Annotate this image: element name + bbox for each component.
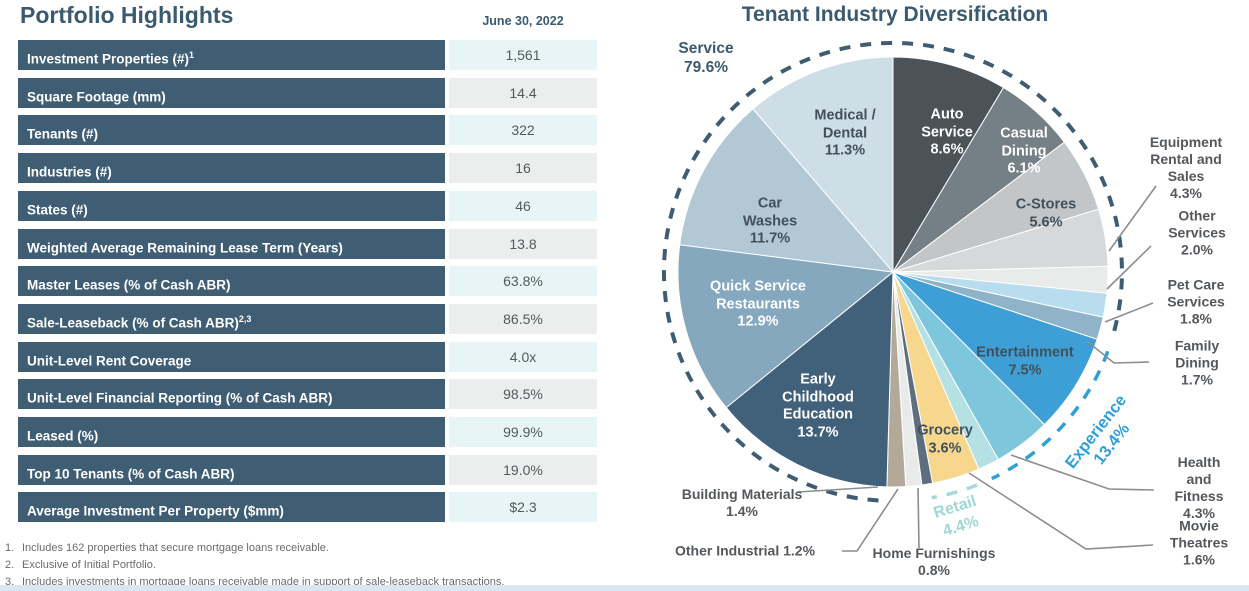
table-row: Leased (%) 99.9%	[18, 417, 598, 447]
tenant-industry-pie-chart	[662, 40, 1157, 552]
row-value: 46	[449, 190, 597, 221]
callout-other-services: Other Services 2.0%	[1168, 207, 1226, 258]
row-value: 19.0%	[449, 454, 597, 485]
row-label: Average Investment Per Property ($mm)	[18, 492, 445, 523]
table-row: Average Investment Per Property ($mm) $2…	[18, 492, 598, 523]
row-label: Unit-Level Rent Coverage	[18, 341, 445, 372]
footnote: 2. Exclusive of Initial Portfolio.	[5, 559, 156, 571]
group-label-service: Service 79.6%	[678, 40, 734, 76]
table-row: States (#) 46	[18, 190, 598, 221]
callout-pet-care-services: Pet Care Services 1.8%	[1167, 276, 1225, 327]
group-arc-retail	[931, 483, 978, 500]
callout-health-and-fitness: Health and Fitness 4.3%	[1174, 453, 1224, 522]
row-label: Tenants (#)	[18, 115, 445, 146]
row-value: 13.8	[449, 228, 597, 259]
as-of-date: June 30, 2022	[482, 14, 564, 28]
pie-slice-car-washes	[679, 108, 895, 273]
row-value: 322	[449, 115, 597, 146]
footnote: 1. Includes 162 properties that secure mo…	[5, 542, 329, 554]
slice-label-entertainment: Entertainment 7.5%	[976, 344, 1074, 378]
leader-home-furnishings	[917, 487, 920, 549]
row-value: 1,561	[449, 40, 597, 70]
row-value: 4.0x	[449, 341, 597, 372]
row-value: 99.9%	[449, 417, 597, 447]
row-value: 86.5%	[449, 303, 597, 334]
group-arc-service	[662, 40, 1124, 503]
slice-label-quick-service-restaurants: Quick Service Restaurants 12.9%	[710, 278, 806, 330]
slice-label-car-washes: Car Washes 11.7%	[742, 195, 798, 247]
table-row: Tenants (#) 322	[18, 115, 598, 146]
slice-label-early-childhood-education: Early Childhood Education 13.7%	[782, 371, 854, 441]
leader-family-dining	[1087, 341, 1150, 364]
pie-slice-quick-service-restaurants	[677, 244, 895, 409]
row-label: Unit-Level Financial Reporting (% of Cas…	[18, 379, 445, 410]
row-label: Industries (#)	[18, 153, 445, 184]
callout-other-industrial: Other Industrial 1.2%	[674, 542, 816, 559]
row-label: Sale-Leaseback (% of Cash ABR)2,3	[18, 303, 445, 334]
leader-building-materials	[797, 486, 879, 493]
slice-label-medical-dental: Medical / Dental 11.3%	[814, 107, 876, 159]
callout-home-furnishings: Home Furnishings 0.8%	[872, 544, 996, 578]
callout-movie-theatres: Movie Theatres 1.6%	[1169, 517, 1229, 568]
row-value: 98.5%	[449, 379, 597, 410]
callout-family-dining: Family Dining 1.7%	[1174, 337, 1220, 388]
page-title: Portfolio Highlights	[20, 2, 234, 28]
row-value: 14.4	[449, 77, 597, 108]
slice-label-grocery: Grocery 3.6%	[917, 422, 973, 456]
leader-other-industrial	[842, 488, 899, 552]
callout-equipment-rental-and-sales: Equipment Rental and Sales 4.3%	[1149, 133, 1223, 202]
row-label: Square Footage (mm)	[18, 77, 445, 108]
table-row: Weighted Average Remaining Lease Term (Y…	[18, 228, 598, 259]
table-row: Master Leases (% of Cash ABR) 63.8%	[18, 266, 598, 297]
pie-slice-medical-dental	[752, 56, 894, 274]
leader-pet-care-services	[1104, 302, 1154, 323]
leader-other-services	[1106, 245, 1152, 290]
table-row: Investment Properties (#)1 1,561	[18, 40, 598, 70]
table-row: Square Footage (mm) 14.4	[18, 77, 598, 108]
table-row: Top 10 Tenants (% of Cash ABR) 19.0%	[18, 454, 598, 485]
pie-slice-auto-service	[892, 56, 1005, 274]
row-label: Top 10 Tenants (% of Cash ABR)	[18, 454, 445, 485]
table-row: Unit-Level Financial Reporting (% of Cas…	[18, 379, 598, 410]
table-row: Industries (#) 16	[18, 153, 598, 184]
table-row: Unit-Level Rent Coverage 4.0x	[18, 341, 598, 372]
row-label: States (#)	[18, 190, 445, 221]
row-label: Master Leases (% of Cash ABR)	[18, 266, 445, 297]
pie-slice-entertainment	[892, 271, 1098, 426]
slice-label-casual-dining: Casual Dining 6.1%	[1000, 125, 1048, 177]
row-value: 16	[449, 153, 597, 184]
pie-slice-early-childhood-education	[725, 270, 894, 488]
row-value: 63.8%	[449, 266, 597, 297]
table-row: Sale-Leaseback (% of Cash ABR)2,3 86.5%	[18, 303, 598, 334]
row-value: $2.3	[449, 492, 597, 523]
row-label: Investment Properties (#)1	[18, 40, 445, 70]
group-arc-experience	[991, 350, 1110, 481]
leader-health-and-fitness	[1010, 454, 1155, 491]
slice-label-auto-service: Auto Service 8.6%	[921, 106, 973, 158]
callout-building-materials: Building Materials 1.4%	[681, 485, 803, 519]
leader-equipment-rental-and-sales	[1108, 185, 1157, 252]
row-label: Weighted Average Remaining Lease Term (Y…	[18, 228, 445, 259]
slice-label-c-stores: C-Stores 5.6%	[1015, 196, 1077, 230]
chart-title: Tenant Industry Diversification	[741, 3, 1049, 26]
page-bottom-rule	[0, 585, 1249, 591]
leader-movie-theatres	[968, 472, 1154, 550]
row-label: Leased (%)	[18, 417, 445, 447]
